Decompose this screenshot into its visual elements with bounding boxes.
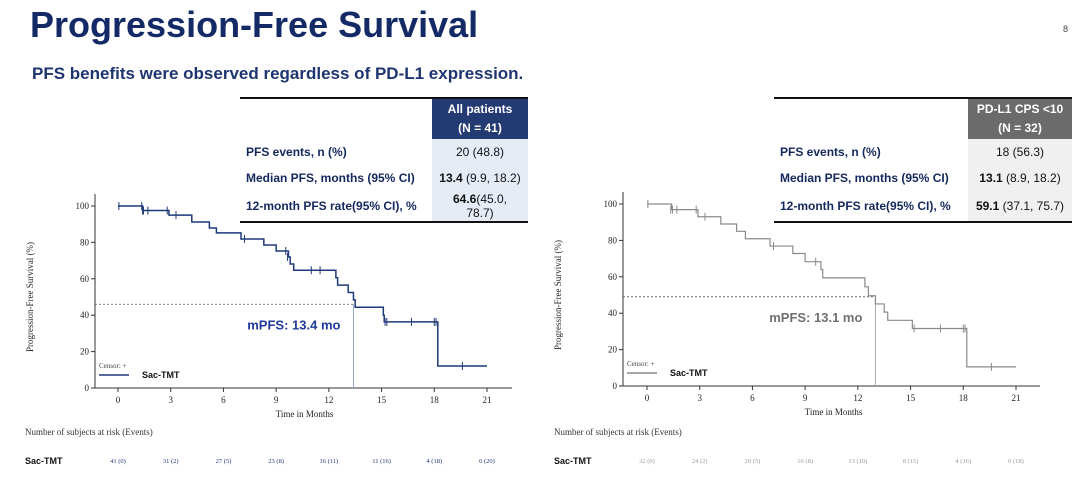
y-tick-label: 60 [608,272,618,282]
at-risk-value: 31 (2) [163,458,179,465]
x-tick-label: 15 [377,395,387,405]
table-row: PFS events, n (%) 20 (48.8) [240,139,528,165]
page-title: Progression-Free Survival [30,4,479,45]
x-tick-label: 3 [697,393,702,403]
row-label: Median PFS, months (95% CI) [780,171,949,185]
at-risk-value: 4 (16) [955,458,971,465]
at-risk-value: 11 (16) [372,458,391,465]
at-risk-value: 16 (11) [319,458,338,465]
y-tick-label: 100 [604,199,618,209]
y-tick-label: 80 [608,235,618,245]
page-number: 8 [1062,24,1068,34]
legend-series-label: Sac-TMT [142,370,180,380]
row-value: 20 (48.8) [432,139,528,165]
y-axis-label: Progression-Free Survival (%) [25,242,35,352]
median-annotation: mPFS: 13.1 mo [769,310,862,325]
x-tick-label: 3 [168,395,173,405]
table-row: 12-month PFS rate(95% CI), % 59.1 (37.1, … [774,191,1072,223]
x-axis-label: Time in Months [276,409,334,419]
at-risk-value: 13 (10) [848,458,867,465]
survival-curve [118,205,487,367]
at-risk-value: 20 (5) [745,458,761,465]
x-tick-label: 21 [1012,393,1021,403]
table-row: Median PFS, months (95% CI) 13.4 (9.9, 18… [240,165,528,191]
x-tick-label: 0 [645,393,650,403]
y-tick-label: 40 [80,310,90,320]
legend-series-label: Sac-TMT [670,368,708,378]
y-tick-label: 80 [80,237,90,247]
table-header: PD-L1 CPS <10 (N = 32) [968,97,1072,139]
at-risk-value: 0 (18) [1008,458,1024,465]
y-tick-label: 20 [608,345,618,355]
at-risk-value: 16 (8) [797,458,813,465]
x-tick-label: 0 [116,395,121,405]
page-subtitle: PFS benefits were observed regardless of… [32,64,524,83]
y-tick-label: 20 [80,347,90,357]
row-value: 18 (56.3) [968,139,1072,165]
header-line: All patients [447,102,513,116]
y-tick-label: 0 [613,381,618,391]
legend-censor-label: Censor: + [627,360,655,368]
pfs-table-all-patients: All patients (N = 41) PFS events, n (%) 20… [240,97,528,223]
x-tick-label: 12 [853,393,862,403]
header-line: (N = 32) [998,121,1042,135]
table-header: All patients (N = 41) [432,97,528,139]
y-tick-label: 0 [85,383,90,393]
y-tick-label: 100 [76,201,90,211]
median-annotation: mPFS: 13.4 mo [247,317,340,332]
row-label: PFS events, n (%) [246,145,347,159]
pfs-table-pdl1-cps-lt10: PD-L1 CPS <10 (N = 32) PFS events, n (%) 1… [774,97,1072,223]
row-value: 64.6(45.0, 78.7) [432,191,528,223]
at-risk-value: 8 (15) [903,458,919,465]
y-tick-label: 60 [80,274,90,284]
x-tick-label: 18 [430,395,440,405]
at-risk-value: 0 (20) [479,458,495,465]
x-tick-label: 6 [221,395,226,405]
at-risk-title: Number of subjects at risk (Events) [25,427,153,437]
header-line: (N = 41) [458,121,502,135]
at-risk-value: 41 (0) [110,458,126,465]
row-label: 12-month PFS rate(95% CI), % [240,191,432,223]
x-axis-label: Time in Months [805,407,863,417]
row-value: 59.1 (37.1, 75.7) [968,191,1072,223]
x-tick-label: 9 [803,393,808,403]
x-tick-label: 15 [906,393,916,403]
at-risk-title: Number of subjects at risk (Events) [554,427,682,437]
row-value: 13.1 (8.9, 18.2) [968,165,1072,191]
table-row: 12-month PFS rate(95% CI), % 64.6(45.0, 7… [240,191,528,223]
survival-curve [647,203,1016,368]
x-tick-label: 12 [324,395,333,405]
at-risk-value: 24 (2) [692,458,708,465]
header-line: PD-L1 CPS <10 [976,102,1064,116]
y-axis-label: Progression-Free Survival (%) [553,240,563,350]
row-value: 13.4 (9.9, 18.2) [432,165,528,191]
at-risk-value: 4 (18) [426,458,442,465]
x-tick-label: 9 [274,395,279,405]
at-risk-value: 27 (5) [216,458,232,465]
x-tick-label: 6 [750,393,755,403]
at-risk-label: Sac-TMT [554,456,592,466]
y-tick-label: 40 [608,308,618,318]
row-label: 12-month PFS rate(95% CI), % [774,191,968,223]
table-row: PFS events, n (%) 18 (56.3) [774,139,1072,165]
x-tick-label: 21 [483,395,492,405]
at-risk-label: Sac-TMT [25,456,63,466]
x-tick-label: 18 [959,393,969,403]
table-row: Median PFS, months (95% CI) 13.1 (8.9, 18… [774,165,1072,191]
at-risk-value: 23 (8) [268,458,284,465]
row-label: PFS events, n (%) [780,145,881,159]
at-risk-value: 32 (0) [639,458,655,465]
legend-censor-label: Censor: + [99,362,127,370]
row-label: Median PFS, months (95% CI) [246,171,415,185]
